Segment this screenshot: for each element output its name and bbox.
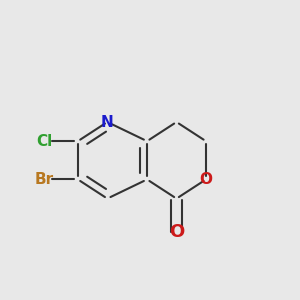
Text: O: O bbox=[169, 224, 184, 242]
Text: Cl: Cl bbox=[36, 134, 52, 149]
Text: N: N bbox=[101, 115, 114, 130]
Text: O: O bbox=[200, 172, 212, 187]
Text: Br: Br bbox=[34, 172, 54, 187]
